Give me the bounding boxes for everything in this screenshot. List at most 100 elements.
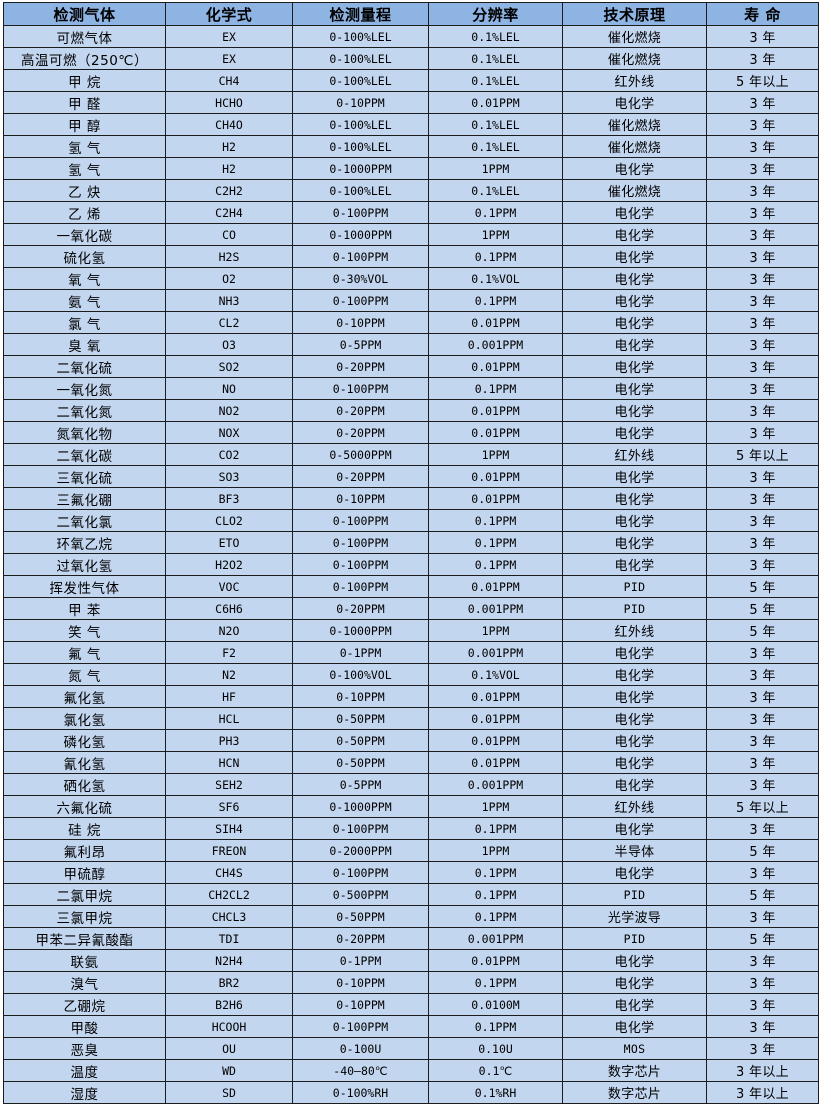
- cell-detection-range[interactable]: 0-1000PPM: [292, 795, 429, 818]
- cell-technology-principle[interactable]: PID: [562, 927, 707, 950]
- cell-technology-principle[interactable]: 半导体: [562, 839, 707, 862]
- table-row[interactable]: 二氧化硫 SO2 0-20PPM 0.01PPM 电化学 3 年: [3, 355, 819, 378]
- cell-lifespan[interactable]: 3 年: [706, 685, 819, 708]
- cell-gas-name[interactable]: 笑 气: [3, 619, 166, 642]
- cell-chemical-formula[interactable]: WD: [165, 1059, 293, 1082]
- cell-technology-principle[interactable]: 电化学: [562, 773, 707, 796]
- cell-gas-name[interactable]: 氟化氢: [3, 685, 166, 708]
- cell-gas-name[interactable]: 三氯甲烷: [3, 905, 166, 928]
- cell-chemical-formula[interactable]: SIH4: [165, 817, 293, 840]
- cell-detection-range[interactable]: 0-1PPM: [292, 949, 429, 972]
- cell-detection-range[interactable]: 0-100%RH: [292, 1081, 429, 1104]
- cell-gas-name[interactable]: 氨 气: [3, 289, 166, 312]
- table-row[interactable]: 六氟化硫 SF6 0-1000PPM 1PPM 红外线 5 年以上: [3, 795, 819, 818]
- cell-technology-principle[interactable]: 电化学: [562, 267, 707, 290]
- cell-lifespan[interactable]: 3 年: [706, 861, 819, 884]
- cell-technology-principle[interactable]: 电化学: [562, 817, 707, 840]
- cell-gas-name[interactable]: 氮氧化物: [3, 421, 166, 444]
- cell-gas-name[interactable]: 甲 苯: [3, 597, 166, 620]
- cell-technology-principle[interactable]: 电化学: [562, 355, 707, 378]
- cell-resolution[interactable]: 0.1%VOL: [428, 267, 563, 290]
- cell-gas-name[interactable]: 二氧化氯: [3, 509, 166, 532]
- cell-resolution[interactable]: 0.1PPM: [428, 245, 563, 268]
- cell-gas-name[interactable]: 甲酸: [3, 1015, 166, 1038]
- cell-chemical-formula[interactable]: NO2: [165, 399, 293, 422]
- cell-technology-principle[interactable]: 电化学: [562, 465, 707, 488]
- column-header-gas-name[interactable]: 检测气体: [3, 2, 166, 26]
- cell-detection-range[interactable]: 0-1000PPM: [292, 157, 429, 180]
- cell-lifespan[interactable]: 3 年: [706, 245, 819, 268]
- cell-gas-name[interactable]: 温度: [3, 1059, 166, 1082]
- cell-chemical-formula[interactable]: N2O: [165, 619, 293, 642]
- cell-chemical-formula[interactable]: SEH2: [165, 773, 293, 796]
- cell-gas-name[interactable]: 溴气: [3, 971, 166, 994]
- cell-resolution[interactable]: 0.10U: [428, 1037, 563, 1060]
- cell-lifespan[interactable]: 3 年: [706, 487, 819, 510]
- cell-gas-name[interactable]: 氯化氢: [3, 707, 166, 730]
- cell-chemical-formula[interactable]: O2: [165, 267, 293, 290]
- cell-technology-principle[interactable]: 电化学: [562, 641, 707, 664]
- cell-lifespan[interactable]: 3 年: [706, 949, 819, 972]
- cell-chemical-formula[interactable]: CL2: [165, 311, 293, 334]
- cell-gas-name[interactable]: 高温可燃（250℃）: [3, 47, 166, 70]
- table-row[interactable]: 氨 气 NH3 0-100PPM 0.1PPM 电化学 3 年: [3, 289, 819, 312]
- cell-lifespan[interactable]: 3 年: [706, 509, 819, 532]
- cell-lifespan[interactable]: 3 年: [706, 377, 819, 400]
- cell-lifespan[interactable]: 5 年: [706, 927, 819, 950]
- cell-detection-range[interactable]: 0-50PPM: [292, 751, 429, 774]
- column-header-resolution[interactable]: 分辨率: [428, 2, 563, 26]
- cell-chemical-formula[interactable]: CH4: [165, 69, 293, 92]
- cell-technology-principle[interactable]: 电化学: [562, 861, 707, 884]
- cell-chemical-formula[interactable]: ETO: [165, 531, 293, 554]
- cell-chemical-formula[interactable]: SF6: [165, 795, 293, 818]
- table-row[interactable]: 甲苯二异氰酸酯 TDI 0-20PPM 0.001PPM PID 5 年: [3, 927, 819, 950]
- cell-technology-principle[interactable]: 红外线: [562, 795, 707, 818]
- cell-detection-range[interactable]: 0-100U: [292, 1037, 429, 1060]
- table-row[interactable]: 氢 气 H2 0-100%LEL 0.1%LEL 催化燃烧 3 年: [3, 135, 819, 158]
- cell-lifespan[interactable]: 3 年: [706, 135, 819, 158]
- table-row[interactable]: 三氟化硼 BF3 0-10PPM 0.01PPM 电化学 3 年: [3, 487, 819, 510]
- cell-detection-range[interactable]: 0-100%LEL: [292, 47, 429, 70]
- cell-chemical-formula[interactable]: C2H4: [165, 201, 293, 224]
- cell-resolution[interactable]: 0.1%LEL: [428, 47, 563, 70]
- cell-detection-range[interactable]: 0-20PPM: [292, 597, 429, 620]
- cell-chemical-formula[interactable]: N2H4: [165, 949, 293, 972]
- cell-resolution[interactable]: 0.001PPM: [428, 927, 563, 950]
- cell-lifespan[interactable]: 5 年: [706, 839, 819, 862]
- table-row[interactable]: 甲 醛 HCHO 0-10PPM 0.01PPM 电化学 3 年: [3, 91, 819, 114]
- cell-gas-name[interactable]: 甲 烷: [3, 69, 166, 92]
- cell-technology-principle[interactable]: 电化学: [562, 663, 707, 686]
- cell-detection-range[interactable]: 0-100PPM: [292, 245, 429, 268]
- cell-resolution[interactable]: 0.01PPM: [428, 685, 563, 708]
- cell-gas-name[interactable]: 氢 气: [3, 135, 166, 158]
- cell-technology-principle[interactable]: 光学波导: [562, 905, 707, 928]
- cell-detection-range[interactable]: 0-100PPM: [292, 509, 429, 532]
- cell-lifespan[interactable]: 3 年: [706, 971, 819, 994]
- table-row[interactable]: 甲硫醇 CH4S 0-100PPM 0.1PPM 电化学 3 年: [3, 861, 819, 884]
- cell-chemical-formula[interactable]: OU: [165, 1037, 293, 1060]
- table-row[interactable]: 氟化氢 HF 0-10PPM 0.01PPM 电化学 3 年: [3, 685, 819, 708]
- cell-resolution[interactable]: 0.01PPM: [428, 355, 563, 378]
- cell-gas-name[interactable]: 硒化氢: [3, 773, 166, 796]
- cell-lifespan[interactable]: 3 年: [706, 641, 819, 664]
- cell-resolution[interactable]: 1PPM: [428, 157, 563, 180]
- cell-gas-name[interactable]: 氧 气: [3, 267, 166, 290]
- cell-detection-range[interactable]: 0-20PPM: [292, 421, 429, 444]
- cell-lifespan[interactable]: 3 年: [706, 267, 819, 290]
- table-row[interactable]: 乙硼烷 B2H6 0-10PPM 0.0100M 电化学 3 年: [3, 993, 819, 1016]
- cell-chemical-formula[interactable]: BF3: [165, 487, 293, 510]
- cell-technology-principle[interactable]: 红外线: [562, 69, 707, 92]
- cell-chemical-formula[interactable]: HCOOH: [165, 1015, 293, 1038]
- cell-detection-range[interactable]: 0-1000PPM: [292, 619, 429, 642]
- cell-resolution[interactable]: 0.1PPM: [428, 883, 563, 906]
- table-row[interactable]: 二氧化氯 CLO2 0-100PPM 0.1PPM 电化学 3 年: [3, 509, 819, 532]
- cell-lifespan[interactable]: 3 年: [706, 465, 819, 488]
- cell-detection-range[interactable]: 0-20PPM: [292, 355, 429, 378]
- cell-detection-range[interactable]: 0-10PPM: [292, 685, 429, 708]
- cell-resolution[interactable]: 0.1%LEL: [428, 25, 563, 48]
- cell-detection-range[interactable]: 0-100%LEL: [292, 179, 429, 202]
- cell-technology-principle[interactable]: 电化学: [562, 1015, 707, 1038]
- column-header-chemical-formula[interactable]: 化学式: [165, 2, 293, 26]
- cell-chemical-formula[interactable]: NO: [165, 377, 293, 400]
- cell-chemical-formula[interactable]: HCHO: [165, 91, 293, 114]
